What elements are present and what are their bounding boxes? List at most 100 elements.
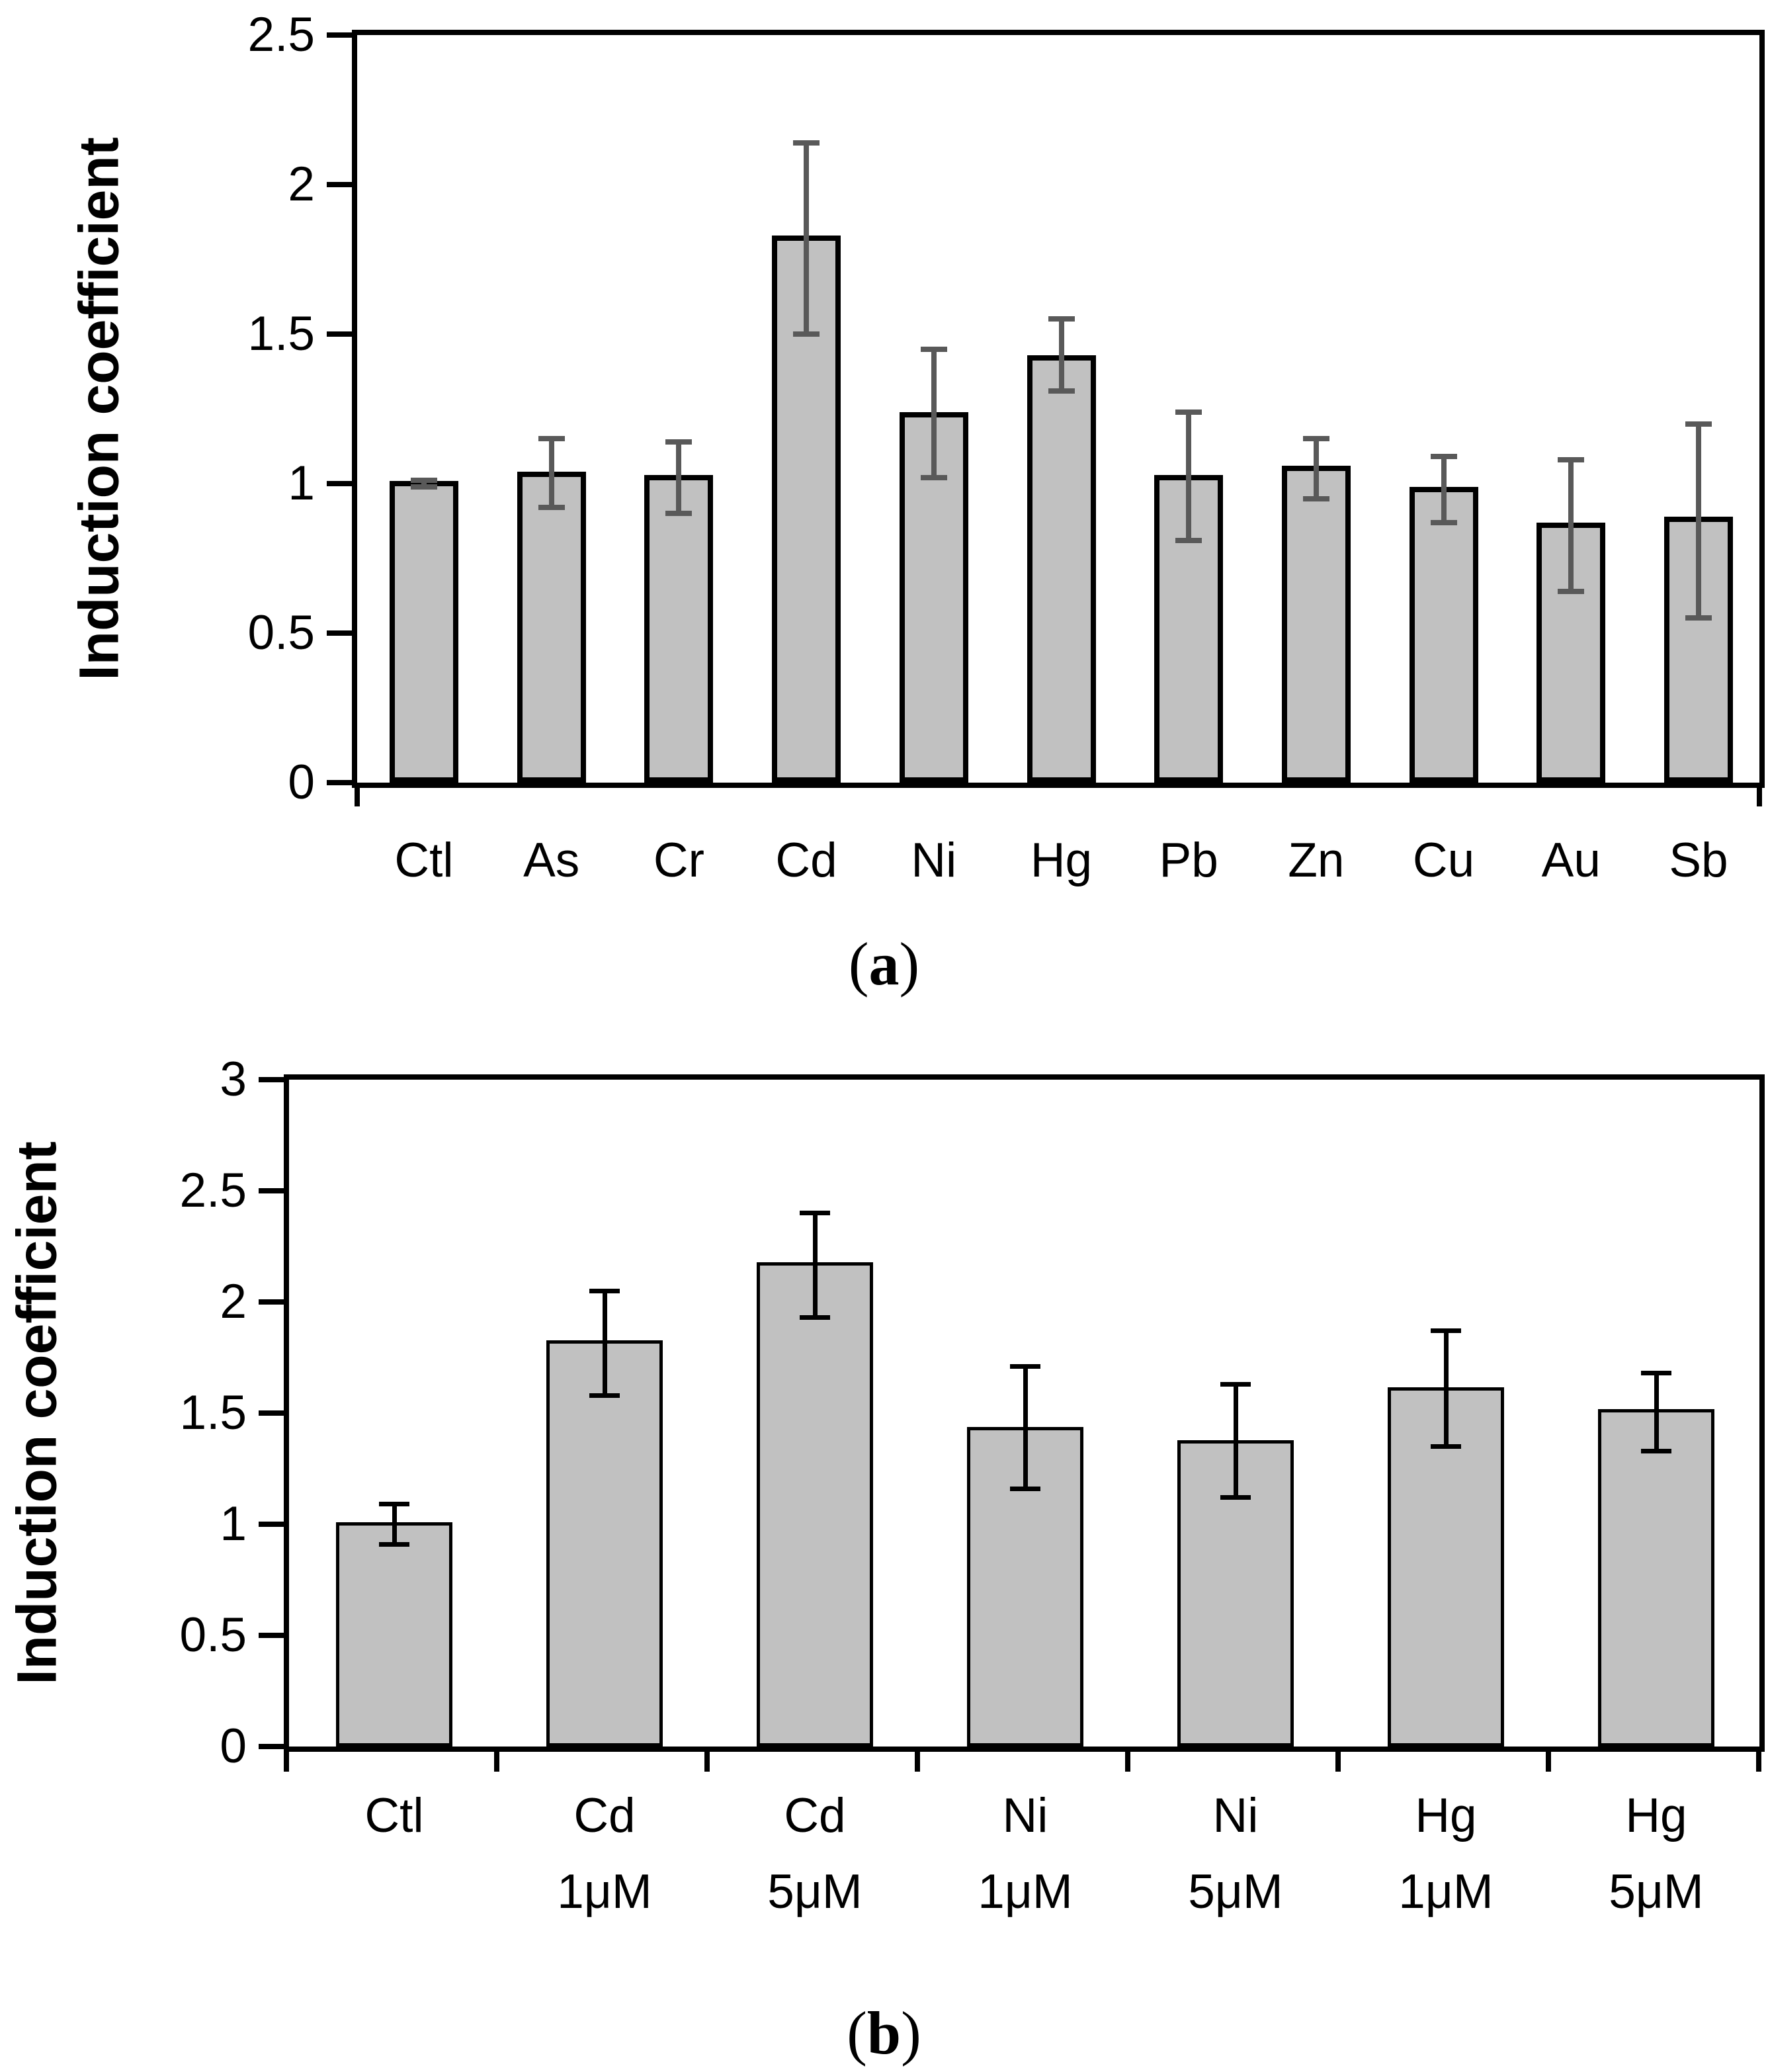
category-label-b-3: Ni bbox=[1002, 1789, 1048, 1842]
plot-area-b bbox=[289, 1080, 1759, 1747]
error-bar-a-3 bbox=[804, 142, 810, 334]
x-tick-b-7 bbox=[1756, 1752, 1761, 1772]
error-bar-a-4 bbox=[931, 349, 937, 478]
error-cap-top-a-1 bbox=[538, 436, 565, 442]
y-tick-label-a-1.5: 1.5 bbox=[247, 307, 315, 361]
error-cap-top-b-0 bbox=[379, 1502, 409, 1507]
category-label-b-5: Hg bbox=[1415, 1789, 1477, 1842]
y-axis-title-a: Induction coefficient bbox=[67, 137, 130, 681]
error-cap-top-b-2 bbox=[800, 1211, 830, 1216]
y-tick-b-0.5 bbox=[259, 1633, 284, 1638]
y-tick-label-a-0: 0 bbox=[288, 755, 315, 809]
error-cap-bottom-a-0 bbox=[411, 484, 437, 490]
x-tick-b-3 bbox=[915, 1752, 920, 1772]
y-tick-label-b-1: 1 bbox=[220, 1497, 247, 1551]
error-cap-bottom-a-8 bbox=[1430, 519, 1457, 525]
error-bar-b-0 bbox=[392, 1504, 397, 1545]
caption-a-open: ( bbox=[848, 930, 869, 998]
error-cap-top-b-1 bbox=[589, 1288, 620, 1293]
category-label-a-8: Cu bbox=[1412, 834, 1475, 887]
error-bar-a-9 bbox=[1568, 459, 1574, 591]
error-bar-b-1 bbox=[602, 1291, 607, 1396]
error-bar-a-7 bbox=[1313, 439, 1319, 499]
y-tick-label-b-3: 3 bbox=[220, 1053, 247, 1106]
y-tick-a-0.5 bbox=[327, 630, 352, 636]
plot-frame-b bbox=[284, 1074, 1765, 1752]
error-bar-a-0 bbox=[421, 480, 427, 487]
category-label-a-5: Hg bbox=[1030, 834, 1093, 887]
error-bar-a-8 bbox=[1441, 456, 1447, 523]
error-bar-a-6 bbox=[1186, 411, 1192, 540]
category-label-b-6-line2: 5μM bbox=[1609, 1865, 1704, 1919]
error-cap-bottom-b-2 bbox=[800, 1315, 830, 1320]
category-label-b-4-line2: 5μM bbox=[1188, 1865, 1283, 1919]
y-tick-label-b-2.5: 2.5 bbox=[179, 1164, 247, 1217]
error-cap-bottom-b-3 bbox=[1010, 1486, 1040, 1491]
y-tick-b-2 bbox=[259, 1299, 284, 1305]
error-cap-bottom-a-10 bbox=[1685, 615, 1712, 621]
category-label-a-4: Ni bbox=[911, 834, 957, 887]
category-label-b-6: Hg bbox=[1625, 1789, 1687, 1842]
caption-b-letter: b bbox=[866, 1999, 902, 2067]
caption-b: (b) bbox=[0, 1997, 1768, 2069]
error-bar-a-2 bbox=[676, 441, 682, 514]
error-cap-bottom-a-7 bbox=[1302, 496, 1329, 501]
category-label-a-9: Au bbox=[1541, 834, 1601, 887]
error-cap-top-a-8 bbox=[1430, 454, 1457, 460]
y-tick-label-b-0: 0 bbox=[220, 1719, 247, 1773]
error-cap-bottom-a-3 bbox=[793, 331, 820, 337]
y-tick-label-a-2: 2 bbox=[288, 157, 315, 211]
category-label-b-5-line2: 1μM bbox=[1398, 1865, 1494, 1919]
category-label-b-4: Ni bbox=[1212, 1789, 1259, 1842]
bar-a-8 bbox=[1409, 487, 1478, 783]
category-label-b-0: Ctl bbox=[364, 1789, 424, 1842]
y-tick-a-2 bbox=[327, 182, 352, 187]
y-tick-a-1.5 bbox=[327, 331, 352, 337]
x-corner-tick-a-0 bbox=[355, 788, 360, 806]
error-cap-top-a-4 bbox=[920, 346, 947, 352]
y-tick-label-b-2: 2 bbox=[220, 1275, 247, 1328]
plot-frame-a bbox=[352, 30, 1765, 788]
y-tick-b-2.5 bbox=[259, 1188, 284, 1193]
error-cap-top-b-4 bbox=[1220, 1381, 1251, 1387]
x-tick-b-2 bbox=[704, 1752, 710, 1772]
category-label-b-1: Cd bbox=[573, 1789, 636, 1842]
x-tick-b-4 bbox=[1125, 1752, 1130, 1772]
caption-a-close: ) bbox=[899, 930, 920, 998]
category-label-b-1-line2: 1μM bbox=[557, 1865, 652, 1919]
caption-b-close: ) bbox=[901, 1999, 921, 2067]
bar-b-0 bbox=[336, 1522, 452, 1747]
category-label-b-3-line2: 1μM bbox=[978, 1865, 1073, 1919]
y-tick-b-3 bbox=[259, 1077, 284, 1082]
error-cap-top-a-10 bbox=[1685, 421, 1712, 427]
error-bar-a-5 bbox=[1058, 319, 1064, 391]
bar-b-6 bbox=[1598, 1409, 1714, 1747]
y-tick-label-a-1: 1 bbox=[288, 456, 315, 510]
error-cap-bottom-a-4 bbox=[920, 474, 947, 480]
x-tick-b-5 bbox=[1335, 1752, 1341, 1772]
error-cap-top-a-7 bbox=[1302, 436, 1329, 442]
category-label-a-0: Ctl bbox=[394, 834, 454, 887]
error-cap-bottom-a-9 bbox=[1558, 588, 1585, 594]
error-cap-top-a-9 bbox=[1558, 456, 1585, 462]
error-cap-bottom-a-5 bbox=[1048, 388, 1075, 394]
bar-a-5 bbox=[1027, 355, 1096, 783]
error-cap-bottom-b-0 bbox=[379, 1541, 409, 1547]
error-cap-top-b-5 bbox=[1431, 1328, 1461, 1334]
caption-a-letter: a bbox=[868, 930, 900, 998]
category-label-b-2: Cd bbox=[784, 1789, 846, 1842]
bar-a-2 bbox=[644, 475, 714, 783]
category-label-a-1: As bbox=[523, 834, 580, 887]
y-tick-a-0 bbox=[327, 780, 352, 785]
y-tick-b-0 bbox=[259, 1744, 284, 1749]
y-tick-a-1 bbox=[327, 481, 352, 486]
error-cap-top-a-5 bbox=[1048, 316, 1075, 322]
x-tick-b-1 bbox=[494, 1752, 499, 1772]
bar-a-3 bbox=[772, 236, 841, 783]
error-bar-b-2 bbox=[812, 1213, 818, 1318]
error-cap-bottom-a-6 bbox=[1175, 537, 1202, 543]
plot-area-a bbox=[357, 35, 1759, 783]
x-corner-tick-a-1 bbox=[1757, 788, 1762, 806]
category-label-a-2: Cr bbox=[653, 834, 704, 887]
